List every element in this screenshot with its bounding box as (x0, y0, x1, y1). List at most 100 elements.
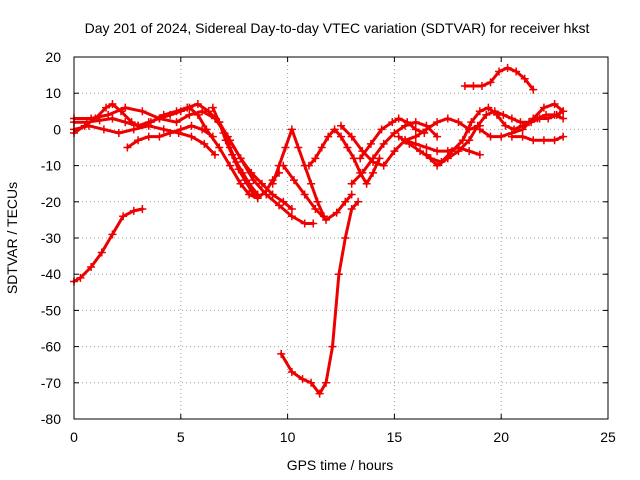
data-point (307, 179, 316, 188)
data-point (315, 389, 324, 398)
data-point (198, 107, 207, 116)
data-point (341, 197, 350, 206)
data-point (129, 125, 138, 134)
data-point (362, 179, 371, 188)
data-point (123, 143, 132, 152)
data-point (443, 154, 452, 163)
data-point (422, 125, 431, 134)
data-point (328, 342, 337, 351)
data-point (394, 132, 403, 141)
data-point (129, 206, 138, 215)
data-point (279, 197, 288, 206)
data-point (236, 154, 245, 163)
data-point (210, 150, 219, 159)
data-point (215, 118, 224, 127)
y-tick-label: -40 (41, 266, 61, 282)
y-tick-label: -60 (41, 339, 61, 355)
data-point (99, 125, 108, 134)
series-track-12 (307, 127, 381, 186)
data-point (97, 248, 106, 257)
data-point (249, 176, 258, 185)
data-point (208, 132, 217, 141)
data-point (475, 107, 484, 116)
data-point (119, 212, 128, 221)
data-point (187, 121, 196, 130)
data-point (377, 125, 386, 134)
series-track-9 (279, 200, 360, 396)
data-point (366, 139, 375, 148)
data-point (172, 107, 181, 116)
data-point (332, 208, 341, 217)
data-point (317, 143, 326, 152)
data-point (236, 179, 245, 188)
series-track-18 (424, 109, 565, 168)
data-point (394, 114, 403, 123)
data-point (358, 168, 367, 177)
data-point (559, 114, 568, 123)
data-point (144, 132, 153, 141)
data-point (503, 63, 512, 72)
data-point (298, 375, 307, 384)
plot-frame (73, 56, 609, 420)
data-point (307, 378, 316, 387)
data-point (200, 139, 209, 148)
data-point (198, 125, 207, 134)
y-tick-label: 20 (45, 49, 61, 65)
data-point (405, 139, 414, 148)
data-point (518, 132, 527, 141)
data-point (520, 74, 529, 83)
y-tick-label: -30 (41, 230, 61, 246)
y-tick-label: -20 (41, 194, 61, 210)
data-point (144, 121, 153, 130)
data-point (134, 136, 143, 145)
data-point (76, 273, 85, 282)
data-point (294, 143, 303, 152)
data-point (507, 132, 516, 141)
data-point (87, 114, 96, 123)
data-point (550, 110, 559, 119)
data-point (225, 161, 234, 170)
data-point (539, 103, 548, 112)
data-point (313, 197, 322, 206)
data-point (300, 190, 309, 199)
data-point (257, 179, 266, 188)
data-point (454, 118, 463, 127)
data-point (422, 143, 431, 152)
data-point (155, 132, 164, 141)
data-point (279, 161, 288, 170)
data-point (490, 107, 499, 116)
series-track-1 (72, 207, 144, 283)
data-point (287, 212, 296, 221)
y-tick-label: -80 (41, 411, 61, 427)
data-point (484, 103, 493, 112)
y-tick-label: 0 (53, 121, 61, 137)
data-point (84, 121, 93, 130)
data-point (347, 190, 356, 199)
data-point (253, 190, 262, 199)
data-series (70, 63, 568, 398)
data-point (390, 129, 399, 138)
data-point (465, 147, 474, 156)
y-tick-label: 10 (45, 85, 61, 101)
data-point (121, 118, 130, 127)
data-point (559, 107, 568, 116)
chart-title: Day 201 of 2024, Sidereal Day-to-day VTE… (85, 20, 590, 36)
data-point (287, 367, 296, 376)
data-point (121, 103, 130, 112)
data-point (354, 197, 363, 206)
series-track-4 (72, 106, 315, 225)
data-point (482, 110, 491, 119)
data-point (322, 378, 331, 387)
data-point (422, 150, 431, 159)
data-point (108, 230, 117, 239)
data-point (262, 190, 271, 199)
grid-lines (74, 57, 608, 419)
data-point (172, 118, 181, 127)
data-point (343, 143, 352, 152)
data-point (219, 129, 228, 138)
data-point (87, 262, 96, 271)
data-point (185, 110, 194, 119)
data-point (467, 118, 476, 127)
data-point (215, 143, 224, 152)
data-point (550, 136, 559, 145)
